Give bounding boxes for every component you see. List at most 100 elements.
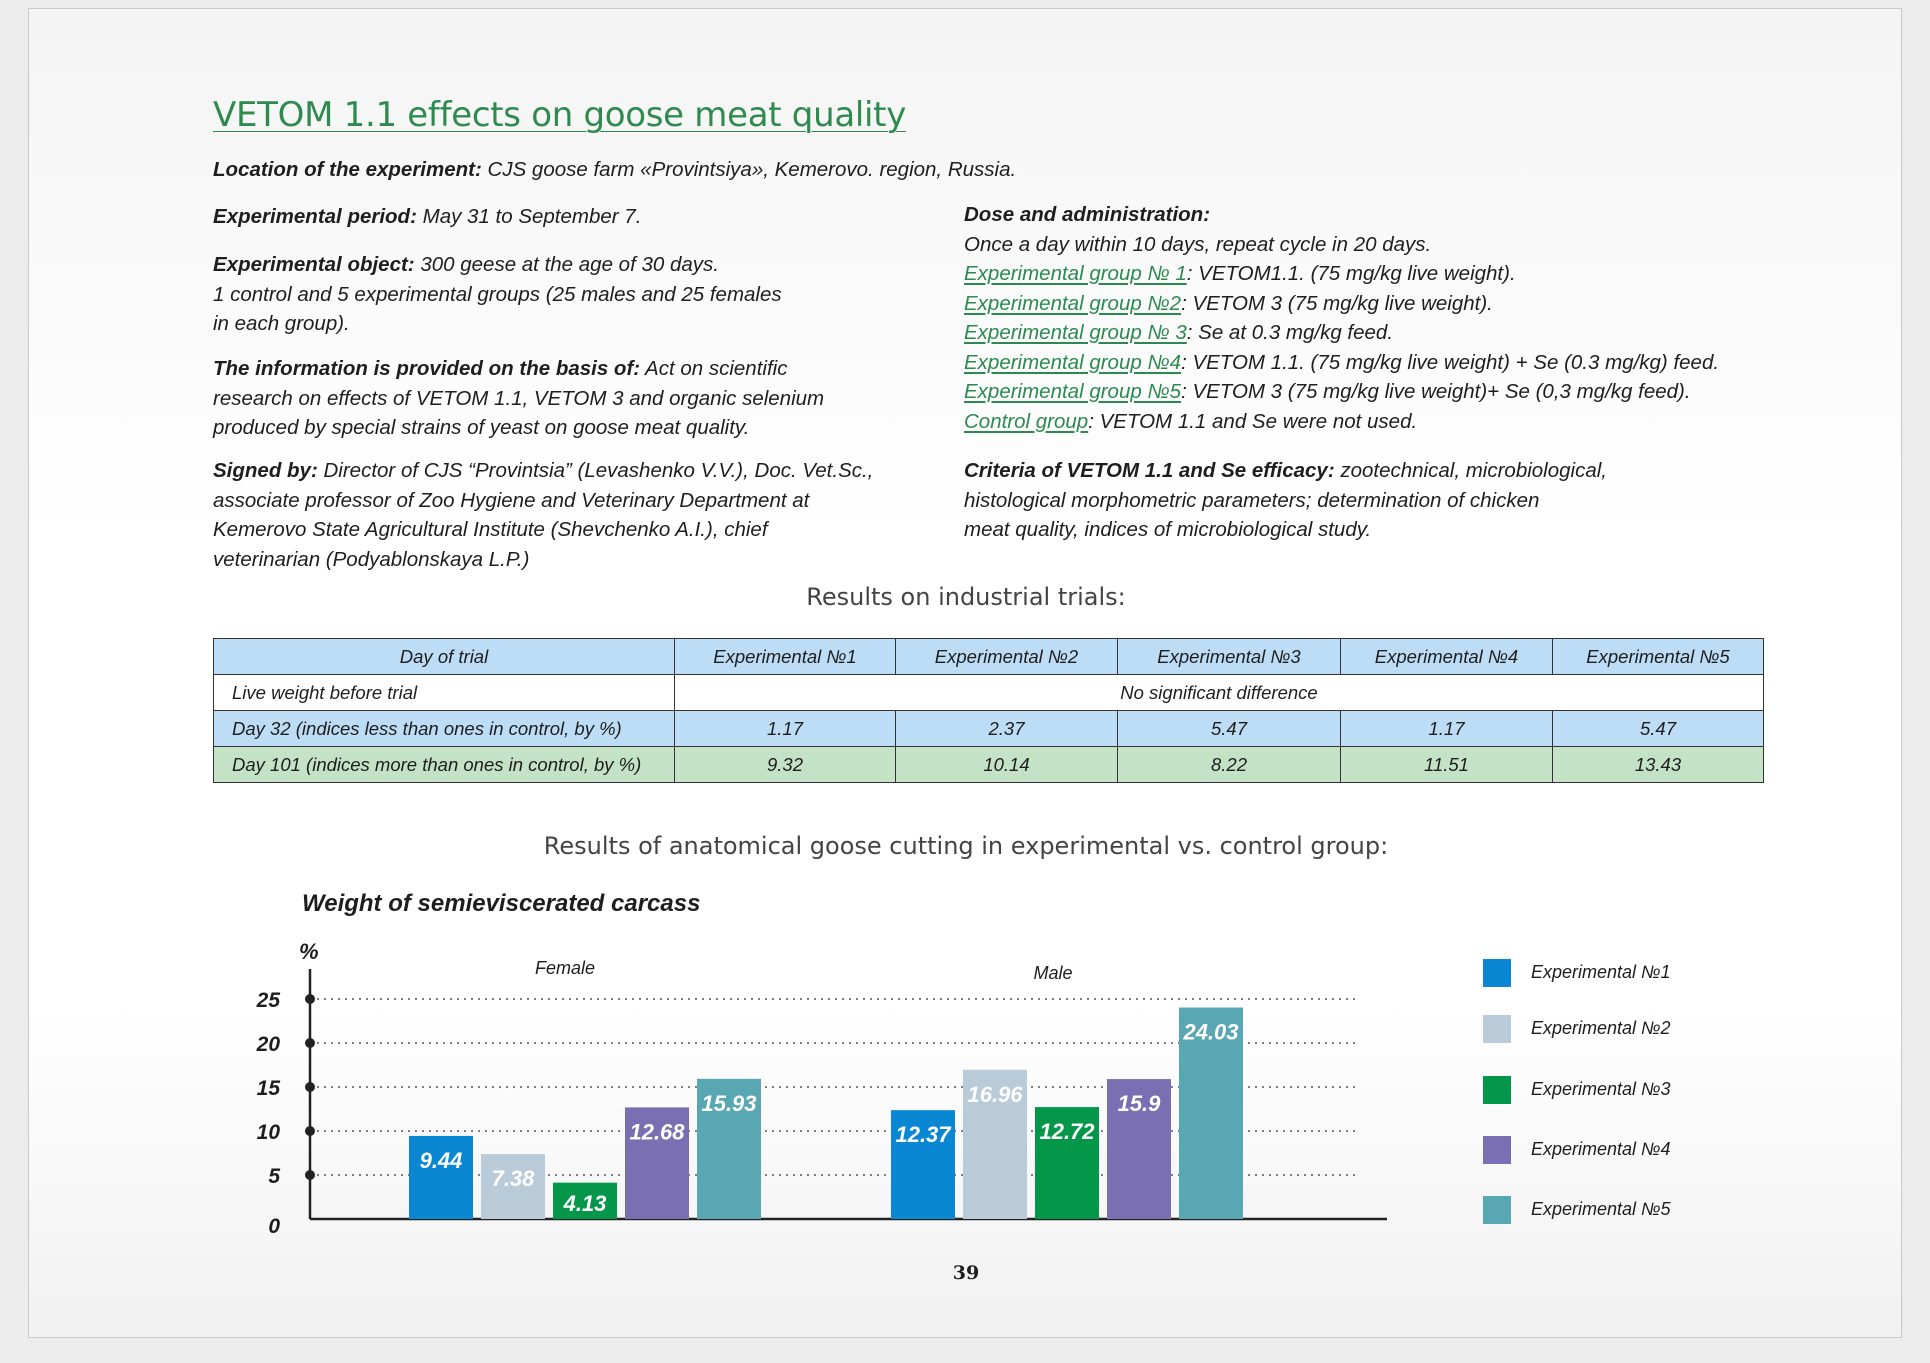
header-exp2: Experimental №2 [895,638,1118,675]
group-link-1[interactable]: Experimental group № 1 [964,262,1187,285]
criteria-line1: zootechnical, microbiological, [1334,459,1607,482]
legend-item: Experimental №3 [1483,1076,1763,1106]
bar-chart: 0 5 10 15 20 25% Female 9.44 7.38 4.13 12.68 15.93 M… [256,939,1387,1238]
legend-item: Experimental №2 [1483,1015,1763,1045]
cell-day32-exp5: 5.47 [1552,710,1764,747]
results-table: Day of trial Experimental №1 Experimenta… [213,638,1764,783]
bar-value-label: 12.72 [1039,1119,1095,1144]
cell-day32-exp1: 1.17 [674,710,896,747]
cell-day101-exp1: 9.32 [674,746,896,783]
bar [481,1154,545,1219]
signed-line2: associate professor of Zoo Hygiene and V… [213,488,810,512]
legend-label: Experimental №5 [1531,1199,1671,1219]
group-link-5[interactable]: Experimental group №5 [964,380,1182,403]
signed-paragraph: Signed by: Director of CJS “Provintsia” … [213,456,873,574]
row-label-day32: Day 32 (indices less than ones in contro… [213,710,675,747]
bar [1179,1007,1243,1219]
bar [409,1135,473,1219]
row-label-day101: Day 101 (indices more than ones in contr… [213,746,675,783]
bar-value-label: 9.44 [420,1148,463,1173]
group-line-3: Experimental group № 3: Se at 0.3 mg/kg … [964,318,1719,348]
row-label-live: Live weight before trial [213,674,675,711]
group-line-control: Control group: VETOM 1.1 and Se were not… [964,407,1719,437]
period-paragraph: Experimental period: May 31 to September… [213,202,641,232]
basis-line3: produced by special strains of yeast on … [213,416,750,439]
bar [891,1110,955,1219]
bar-value-label: 7.38 [492,1166,536,1191]
header-exp3: Experimental №3 [1117,638,1341,675]
bar [963,1069,1027,1219]
cell-day32-exp4: 1.17 [1340,710,1553,747]
legend-swatch [1483,1076,1511,1104]
period-text: May 31 to September 7. [416,205,642,228]
table-header-row: Day of trial Experimental №1 Experimenta… [213,638,1764,675]
group-text-2: : VETOM 3 (75 mg/kg live weight). [1181,291,1493,315]
legend-swatch [1483,1196,1511,1224]
y-tick-label: 10 [257,1121,281,1144]
bar [1107,1079,1171,1219]
document-page: VETOM 1.1 effects on goose meat quality … [28,8,1902,1338]
bar-value-label: 12.37 [895,1122,952,1147]
group-line-4: Experimental group №4: VETOM 1.1. (75 mg… [964,348,1719,378]
group-text-5: : VETOM 3 (75 mg/kg live weight)+ Se (0,… [1181,380,1691,403]
y-tick-label: 0 [268,1215,280,1238]
cutting-title: Results of anatomical goose cutting in e… [543,832,1389,860]
bar-value-label: 16.96 [967,1082,1023,1107]
group-line-5: Experimental group №5: VETOM 3 (75 mg/kg… [964,377,1719,407]
criteria-line2: histological morphometric parameters; de… [964,488,1540,512]
bar-value-label: 4.13 [563,1191,607,1216]
y-axis-label: % [299,939,319,964]
header-exp4: Experimental №4 [1340,638,1553,675]
results-title: Results on industrial trials: [806,583,1126,611]
basis-line1: Act on scientific [640,357,788,380]
cell-day101-exp2: 10.14 [895,746,1118,783]
legend-item: Experimental №4 [1483,1136,1763,1166]
legend-item: Experimental №1 [1483,959,1763,989]
legend-swatch [1483,959,1511,987]
group-link-2[interactable]: Experimental group №2 [964,291,1182,315]
signed-label: Signed by: [213,459,318,482]
group-link-3[interactable]: Experimental group № 3 [964,321,1187,344]
signed-line4: veterinarian (Podyablonskaya L.P.) [213,547,530,571]
y-tick-label: 15 [257,1077,281,1100]
category-label: Female [535,958,595,978]
signed-line3: Kemerovo State Agricultural Institute (S… [213,518,768,541]
object-line3: in each group). [213,312,350,335]
location-paragraph: Location of the experiment: CJS goose fa… [213,155,1016,185]
page-title: VETOM 1.1 effects on goose meat quality [213,95,907,135]
bar-value-label: 15.9 [1118,1091,1162,1116]
cell-day32-exp3: 5.47 [1117,710,1341,747]
bar [1035,1107,1099,1219]
group-line-1: Experimental group № 1: VETOM1.1. (75 mg… [964,259,1719,289]
legend-label: Experimental №2 [1531,1018,1671,1038]
legend-label: Experimental №4 [1531,1139,1671,1159]
legend-label: Experimental №3 [1531,1079,1671,1099]
cell-day101-exp4: 11.51 [1340,746,1553,783]
group-link-control[interactable]: Control group [964,409,1089,433]
page-number: 39 [952,1262,980,1284]
legend-swatch [1483,1015,1511,1043]
table-row: Live weight before trial No significant … [213,674,1764,711]
header-exp5: Experimental №5 [1552,638,1764,675]
basis-label: The information is provided on the basis… [213,357,641,380]
group-link-4[interactable]: Experimental group №4 [964,350,1182,374]
y-tick-label: 20 [256,1033,281,1056]
object-line2: 1 control and 5 experimental groups (25 … [213,282,782,306]
period-label: Experimental period: [213,205,417,228]
bar-value-label: 12.68 [629,1119,685,1144]
bar [697,1078,761,1219]
dose-paragraph: Dose and administration: Once a day with… [964,200,1719,436]
bar-value-label: 24.03 [1182,1020,1238,1045]
basis-paragraph: The information is provided on the basis… [213,354,824,443]
bar-value-label: 15.93 [701,1091,756,1116]
row-value-live: No significant difference [674,674,1764,711]
dose-label: Dose and administration: [964,203,1211,226]
y-tick-label: 5 [268,1165,280,1188]
chart-title: Weight of semieviscerated carcass [302,890,701,917]
criteria-paragraph: Criteria of VETOM 1.1 and Se efficacy: z… [964,456,1607,545]
group-text-1: : VETOM1.1. (75 mg/kg live weight). [1186,262,1516,285]
table-row: Day 101 (indices more than ones in contr… [213,746,1764,783]
location-label: Location of the experiment: [213,158,482,181]
group-text-control: : VETOM 1.1 and Se were not used. [1088,409,1418,433]
dose-line1: Once a day within 10 days, repeat cycle … [964,232,1432,256]
